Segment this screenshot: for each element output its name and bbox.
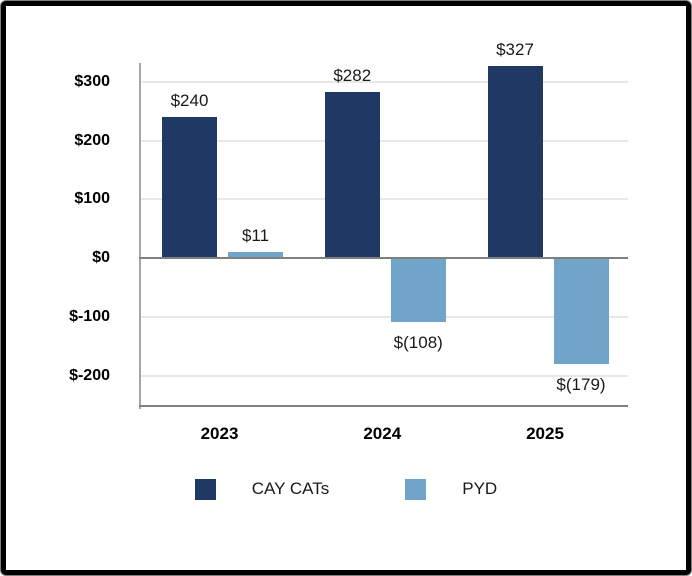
y-tick-300: $300 <box>74 72 110 90</box>
legend-item-cay-cats: CAY CATs <box>194 478 330 500</box>
gridline-300 <box>141 80 628 83</box>
legend-label-cay-cats: CAY CATs <box>251 479 330 498</box>
legend-swatch-pyd <box>405 478 427 500</box>
bar-pyd-2024 <box>390 259 446 323</box>
data-label-cay-cats-2024: $282 <box>333 66 372 86</box>
gridline--200 <box>141 374 628 377</box>
gridline-100 <box>141 198 628 201</box>
legend-swatch-cay-cats <box>194 478 216 500</box>
bar-cay-cats-2023 <box>162 117 217 258</box>
data-label-pyd-2025: $(179) <box>556 375 606 395</box>
legend-item-pyd: PYD <box>405 478 498 500</box>
x-tick-2025: 2025 <box>526 424 564 443</box>
x-tick-2023: 2023 <box>200 424 239 443</box>
data-label-pyd-2024: $(108) <box>393 333 443 353</box>
bar-cay-cats-2024 <box>324 92 380 258</box>
y-tick--100: $-100 <box>69 307 110 325</box>
y-tick-100: $100 <box>74 190 110 208</box>
gridline--100 <box>141 315 628 318</box>
y-tick-0: $0 <box>92 249 110 266</box>
y-tick--200: $-200 <box>69 366 110 384</box>
legend-label-pyd: PYD <box>462 479 498 498</box>
y-axis-line <box>139 63 141 409</box>
bar-cay-cats-2025 <box>487 65 543 258</box>
bar-pyd-2023 <box>228 251 283 258</box>
x-axis-bottom-line <box>139 405 628 407</box>
data-label-cay-cats-2025: $327 <box>496 39 534 59</box>
zero-axis-line <box>139 257 628 259</box>
bar-pyd-2025 <box>553 259 609 365</box>
data-label-cay-cats-2023: $240 <box>170 91 209 110</box>
x-tick-2024: 2024 <box>363 424 402 443</box>
data-label-pyd-2023: $11 <box>241 225 270 245</box>
y-tick-200: $200 <box>74 131 110 149</box>
chart-legend: CAY CATs PYD <box>0 477 692 501</box>
plot-area: $240 $282 $327 $11 $(108) $(179) <box>139 40 628 409</box>
gridline-200 <box>141 139 628 142</box>
